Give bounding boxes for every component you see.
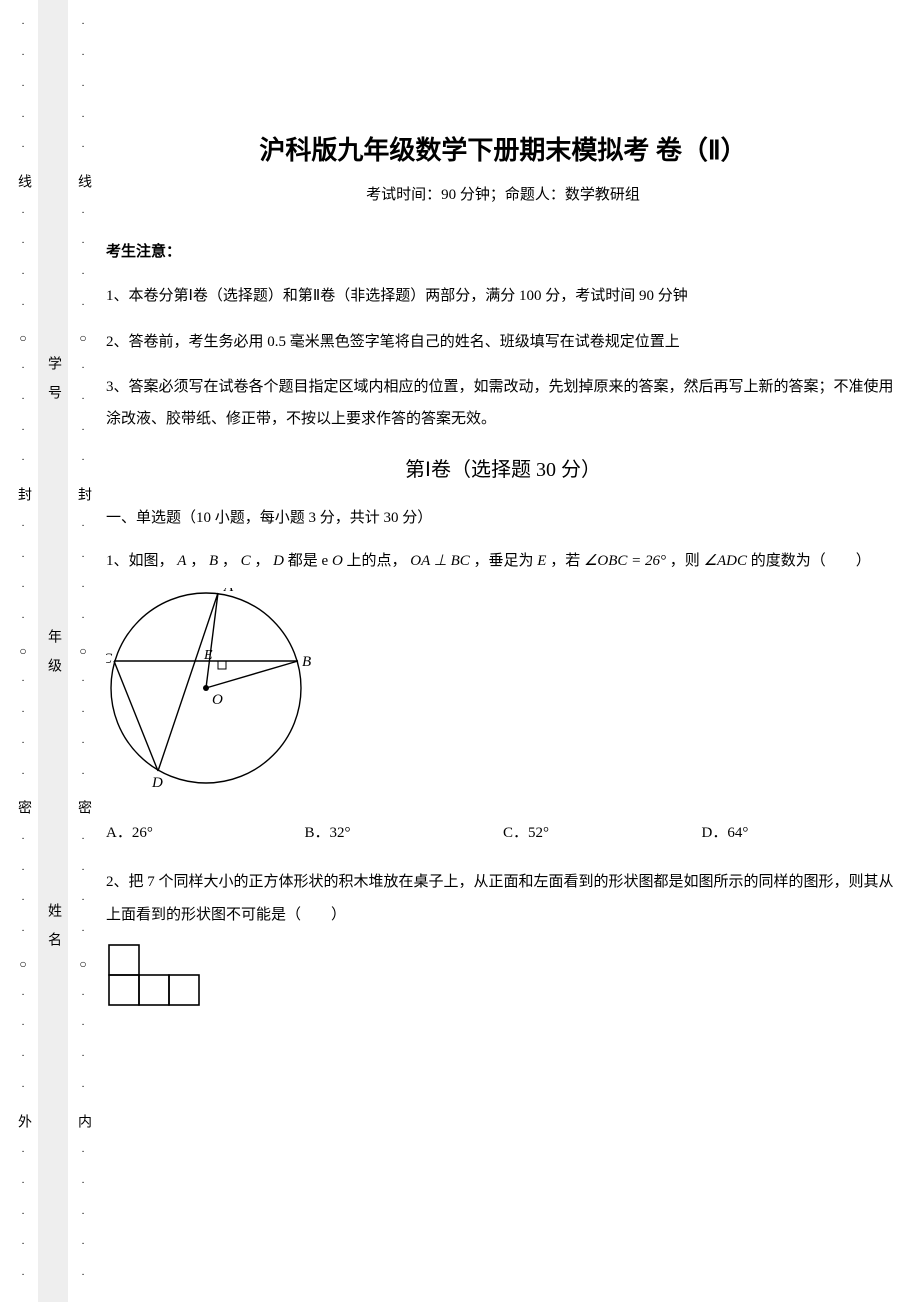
- svg-text:E: E: [203, 648, 213, 663]
- binding-dot: ·: [21, 20, 24, 30]
- option-c: C．52°: [503, 821, 702, 842]
- notice-item: 3、答案必须写在试卷各个题目指定区域内相应的位置，如需改动，先划掉原来的答案，然…: [106, 372, 900, 435]
- notice-heading: 考生注意：: [106, 240, 900, 261]
- svg-text:B: B: [302, 654, 311, 670]
- binding-label: 线: [76, 174, 90, 188]
- binding-gray-column: 学 号 年 级 姓 名: [38, 0, 68, 1302]
- binding-circle-icon: ○: [19, 958, 26, 970]
- binding-circle-icon: ○: [79, 645, 86, 657]
- binding-label: 线: [16, 174, 30, 188]
- binding-outer: ····· 线 ···· ○ ···· 封 ···· ○ ···· 密 ····…: [8, 0, 38, 1302]
- binding-label: 密: [16, 800, 30, 814]
- binding-field-label: 年 级: [46, 629, 60, 672]
- binding-label: 密: [76, 800, 90, 814]
- question-1: 1、如图， A ， B ， C ， D 都是 e O 上的点， OA ⊥ BC …: [106, 545, 900, 578]
- q1-options: A．26° B．32° C．52° D．64°: [106, 821, 900, 842]
- binding-field-label: 姓 名: [46, 903, 60, 946]
- binding-label: 封: [76, 487, 90, 501]
- binding-label: 封: [16, 487, 30, 501]
- binding-circle-icon: ○: [79, 332, 86, 344]
- q2-figure: [106, 942, 900, 1012]
- option-d: D．64°: [702, 821, 901, 842]
- binding-circle-icon: ○: [79, 958, 86, 970]
- exam-subtitle: 考试时间：90 分钟；命题人：数学教研组: [106, 183, 900, 204]
- block-grid-icon: [106, 942, 206, 1012]
- section-heading: 第Ⅰ卷（选择题 30 分）: [106, 453, 900, 482]
- circle-diagram-icon: A B C D E O: [106, 588, 316, 803]
- binding-circle-icon: ○: [19, 332, 26, 344]
- binding-circle-icon: ○: [19, 645, 26, 657]
- svg-text:D: D: [151, 775, 163, 791]
- page-content: 沪科版九年级数学下册期末模拟考 卷（Ⅱ） 考试时间：90 分钟；命题人：数学教研…: [106, 0, 900, 1302]
- svg-text:O: O: [212, 692, 223, 708]
- q1-figure: A B C D E O: [106, 588, 900, 803]
- option-b: B．32°: [305, 821, 504, 842]
- notice-item: 2、答卷前，考生务必用 0.5 毫米黑色签字笔将自己的姓名、班级填写在试卷规定位…: [106, 327, 900, 359]
- binding-label: 外: [16, 1114, 30, 1128]
- exam-title: 沪科版九年级数学下册期末模拟考 卷（Ⅱ）: [106, 130, 900, 167]
- part-heading: 一、单选题（10 小题，每小题 3 分，共计 30 分）: [106, 506, 900, 527]
- svg-text:C: C: [106, 651, 113, 667]
- binding-label: 内: [76, 1114, 90, 1128]
- notice-item: 1、本卷分第Ⅰ卷（选择题）和第Ⅱ卷（非选择题）两部分，满分 100 分，考试时间…: [106, 281, 900, 313]
- question-2: 2、把 7 个同样大小的正方体形状的积木堆放在桌子上，从正面和左面看到的形状图都…: [106, 866, 900, 932]
- binding-inner: ····· 线 ···· ○ ···· 封 ···· ○ ···· 密 ····…: [68, 0, 98, 1302]
- option-a: A．26°: [106, 821, 305, 842]
- svg-text:A: A: [223, 588, 234, 595]
- binding-field-label: 学 号: [46, 356, 60, 399]
